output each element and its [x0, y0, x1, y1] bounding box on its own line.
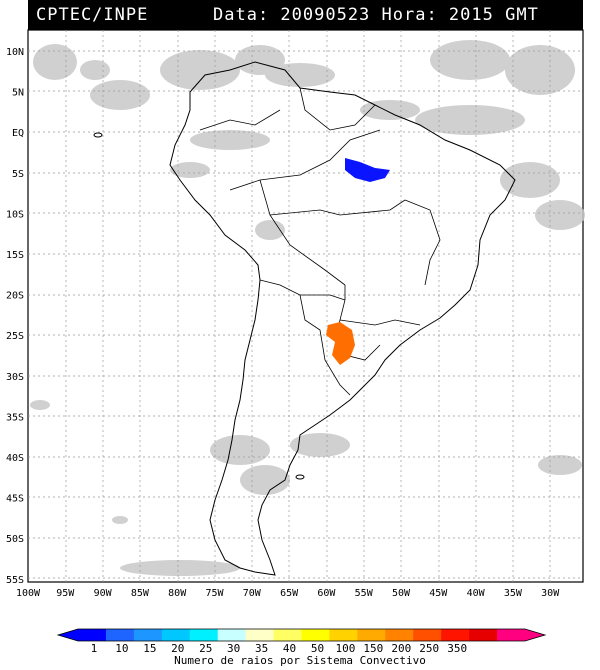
colorbar-segment [161, 629, 191, 641]
lon-label: 90W [94, 588, 113, 599]
galapagos [93, 132, 103, 138]
south-america-coastline [169, 61, 516, 576]
map-header: CPTEC/INPE Data: 20090523 Hora: 2015 GMT [28, 0, 583, 30]
lon-label: 75W [205, 588, 224, 599]
lon-label: 65W [280, 588, 299, 599]
lat-label: 10S [6, 209, 24, 220]
colorbar-segment [385, 629, 414, 641]
lat-label: 45S [6, 494, 24, 505]
latitude-labels: 10N 5N EQ 5S 10S 15S 20S 25S 30S 35S 40S 45S 50S 55S [6, 47, 24, 586]
colorbar-label: 1 [91, 642, 98, 655]
colorbar-segment [441, 629, 470, 641]
colorbar-label: 30 [227, 642, 240, 655]
colorbar-label: 35 [255, 642, 268, 655]
colorbar-outline [56, 628, 547, 642]
falklands [295, 474, 305, 480]
colorbar-segment [329, 629, 358, 641]
lat-label: 25S [6, 331, 24, 342]
colorbar: 1 10 15 20 25 30 35 40 50 100 150 200 250 350 [56, 628, 547, 655]
colorbar-segment [469, 629, 498, 641]
lat-label: 30S [6, 372, 24, 383]
lon-label: 45W [429, 588, 448, 599]
lat-label: 35S [6, 412, 24, 423]
lon-label: 30W [541, 588, 560, 599]
colorbar-segment [273, 629, 302, 641]
lat-label: 55S [6, 575, 24, 586]
blue-system [345, 158, 390, 182]
lat-label: 10N [6, 47, 24, 58]
colorbar-segment [189, 629, 219, 641]
longitude-labels: 100W 95W 90W 85W 80W 75W 70W 65W 60W 55W 50W 45W 40W… [16, 588, 560, 599]
colorbar-label: 10 [115, 642, 128, 655]
colorbar-label: 20 [171, 642, 184, 655]
colorbar-label: 25 [199, 642, 212, 655]
colorbar-label: 100 [335, 642, 355, 655]
colorbar-label: 200 [391, 642, 411, 655]
lon-label: 80W [168, 588, 187, 599]
lon-label: 85W [131, 588, 150, 599]
lat-label: 5N [12, 88, 24, 99]
lat-lon-grid [28, 30, 583, 582]
lat-label: 50S [6, 534, 24, 545]
colorbar-segment [245, 629, 275, 641]
colorbar-label: 250 [419, 642, 439, 655]
lat-label: 20S [6, 291, 24, 302]
orange-system [326, 322, 355, 365]
lon-label: 95W [56, 588, 75, 599]
lon-label: 35W [504, 588, 523, 599]
colorbar-segment [78, 629, 107, 641]
lon-label: 40W [467, 588, 486, 599]
colorbar-label: 150 [363, 642, 383, 655]
colorbar-arrow-right [525, 629, 545, 641]
lat-label: 40S [6, 453, 24, 464]
colorbar-segment [217, 629, 247, 641]
colorbar-segment [413, 629, 442, 641]
colorbar-arrow-left [58, 629, 78, 641]
lon-label: 70W [243, 588, 262, 599]
colorbar-title: Numero de raios por Sistema Convectivo [174, 654, 426, 667]
datetime-label: Data: 20090523 Hora: 2015 GMT [213, 5, 539, 25]
colorbar-label: 15 [143, 642, 156, 655]
colorbar-label: 40 [283, 642, 296, 655]
colorbar-label: 50 [311, 642, 324, 655]
colorbar-segment [105, 629, 135, 641]
lat-label: 15S [6, 250, 24, 261]
lon-label: 100W [16, 588, 41, 599]
cloud-cover [30, 40, 585, 576]
source-label: CPTEC/INPE [36, 5, 149, 25]
lat-label: EQ [12, 128, 24, 139]
colorbar-segment [497, 629, 526, 641]
lon-label: 60W [317, 588, 336, 599]
lon-label: 55W [355, 588, 374, 599]
country-borders [199, 87, 441, 396]
lon-label: 50W [392, 588, 411, 599]
lat-label: 5S [12, 169, 24, 180]
colorbar-segment [301, 629, 330, 641]
colorbar-label: 350 [447, 642, 467, 655]
colorbar-segment [133, 629, 163, 641]
colorbar-segment [357, 629, 386, 641]
